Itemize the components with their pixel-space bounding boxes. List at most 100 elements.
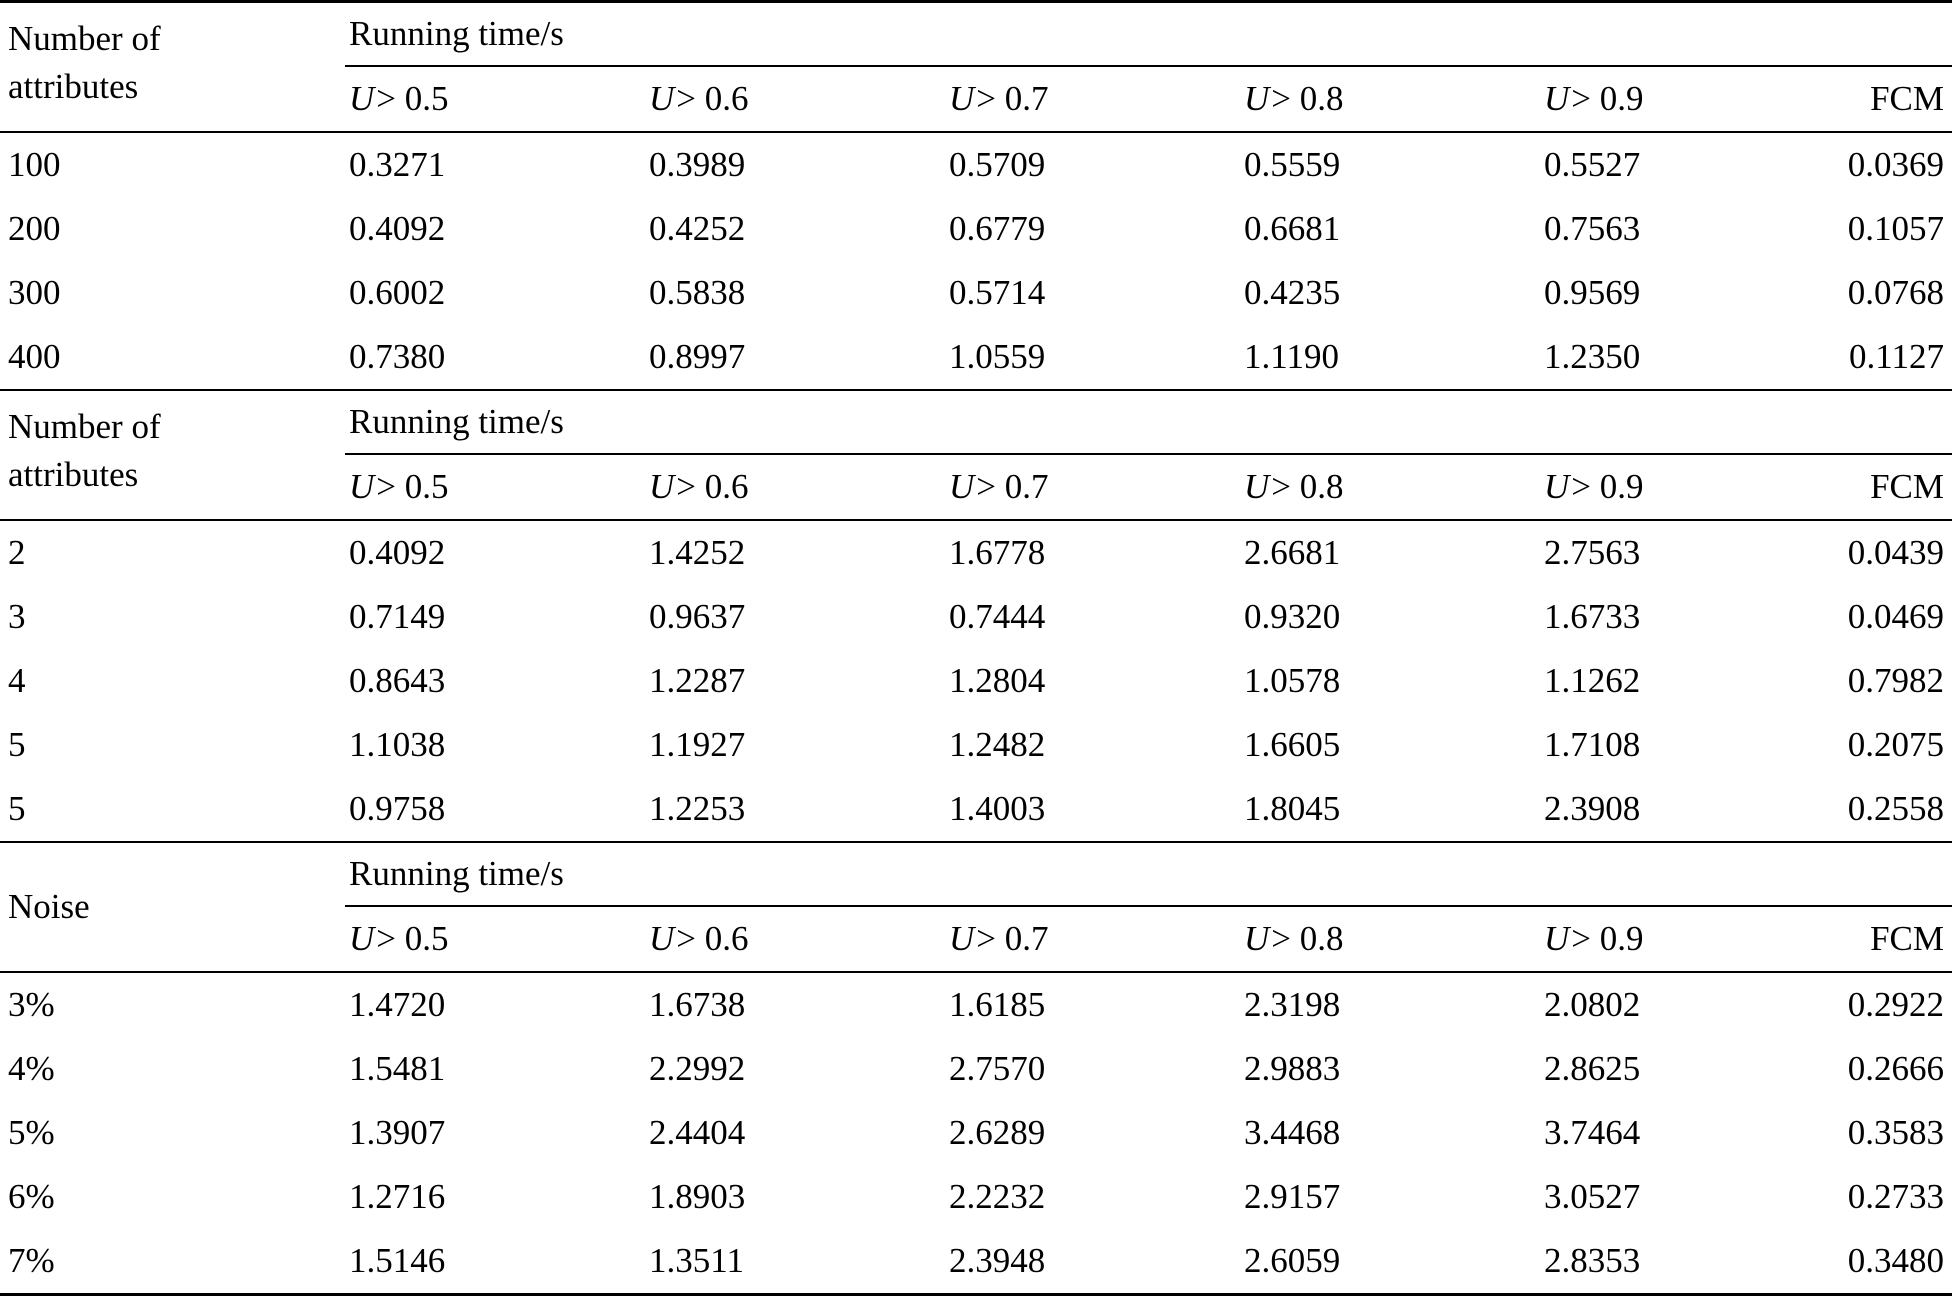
table-row: 200 0.4092 0.4252 0.6779 0.6681 0.7563 0.1057 <box>0 197 1952 261</box>
cell-value: 1.8045 <box>1244 789 1341 828</box>
row-group-header-line: Number of <box>8 19 161 58</box>
cell-value: 0.2666 <box>1847 1049 1944 1088</box>
cell-value: 0.0768 <box>1847 273 1944 312</box>
cell-value: 0.3989 <box>649 145 746 184</box>
cell-value: 1.0559 <box>949 337 1046 376</box>
cell-value: 0.4235 <box>1244 273 1341 312</box>
cell-value: 1.4252 <box>649 533 746 572</box>
column-header: U > 0.9 <box>1544 467 1644 506</box>
cell-value: 1.1927 <box>649 725 746 764</box>
cell-value: 0.0369 <box>1847 145 1944 184</box>
column-header: FCM <box>1870 919 1944 958</box>
row-label: 3 <box>8 597 26 636</box>
column-header: U > 0.8 <box>1244 79 1344 118</box>
italic-u: U <box>649 79 675 118</box>
cell-value: 0.5709 <box>949 145 1046 184</box>
span-header-group: Running time/s U > 0.5 U > 0.6 U > 0.7 U > … <box>345 843 1952 971</box>
row-label: 4 <box>8 661 26 700</box>
data-table-0: Number of attributes Running time/s U > 0… <box>0 3 1952 391</box>
row-label: 6% <box>8 1177 55 1216</box>
cell-value: 0.5527 <box>1544 145 1641 184</box>
table-row: 5 0.9758 1.2253 1.4003 1.8045 2.3908 0.2558 <box>0 777 1952 841</box>
cell-value: 2.6681 <box>1244 533 1341 572</box>
cell-value: 2.3198 <box>1244 985 1341 1024</box>
cell-value: 3.7464 <box>1544 1113 1641 1152</box>
table-row: 6% 1.2716 1.8903 2.2232 2.9157 3.0527 0.2733 <box>0 1165 1952 1229</box>
italic-u: U <box>649 919 675 958</box>
cell-value: 1.2350 <box>1544 337 1641 376</box>
cell-value: 2.8625 <box>1544 1049 1641 1088</box>
cell-value: 0.2558 <box>1847 789 1944 828</box>
italic-u: U <box>349 467 375 506</box>
cell-value: 0.3583 <box>1847 1113 1944 1152</box>
column-header: U > 0.5 <box>349 79 449 118</box>
cell-value: 1.1190 <box>1244 337 1339 376</box>
row-label: 3% <box>8 985 55 1024</box>
column-headers: U > 0.5 U > 0.6 U > 0.7 U > 0.8 U > 0.9 FCM <box>345 67 1952 131</box>
span-header-group: Running time/s U > 0.5 U > 0.6 U > 0.7 U > … <box>345 391 1952 519</box>
row-label: 400 <box>8 337 61 376</box>
table-header: Number of attributes Running time/s U > 0… <box>0 391 1952 521</box>
cell-value: 0.9320 <box>1244 597 1341 636</box>
cell-value: 0.2922 <box>1847 985 1944 1024</box>
cell-value: 0.7982 <box>1847 661 1944 700</box>
row-group-header: Number of attributes <box>0 3 345 131</box>
column-header: U > 0.7 <box>949 79 1049 118</box>
cell-value: 2.9157 <box>1244 1177 1341 1216</box>
cell-value: 0.8997 <box>649 337 746 376</box>
italic-u: U <box>649 467 675 506</box>
cell-value: 2.8353 <box>1544 1241 1641 1280</box>
cell-value: 1.6738 <box>649 985 746 1024</box>
italic-u: U <box>1244 467 1270 506</box>
cell-value: 0.3480 <box>1847 1241 1944 1280</box>
cell-value: 0.6779 <box>949 209 1046 248</box>
column-header: U > 0.6 <box>649 79 749 118</box>
cell-value: 0.3271 <box>349 145 446 184</box>
table-row: 400 0.7380 0.8997 1.0559 1.1190 1.2350 0.1127 <box>0 325 1952 389</box>
cell-value: 2.4404 <box>649 1113 746 1152</box>
cell-value: 2.2232 <box>949 1177 1046 1216</box>
cell-value: 2.0802 <box>1544 985 1641 1024</box>
italic-u: U <box>949 79 975 118</box>
row-label: 5% <box>8 1113 55 1152</box>
table-rows: 3% 1.4720 1.6738 1.6185 2.3198 2.0802 0.2922 4%… <box>0 973 1952 1293</box>
cell-value: 2.3948 <box>949 1241 1046 1280</box>
cell-value: 1.3511 <box>649 1241 744 1280</box>
table-header: Noise Running time/s U > 0.5 U > 0.6 U > 0… <box>0 843 1952 973</box>
cell-value: 2.6289 <box>949 1113 1046 1152</box>
table-rows: 2 0.4092 1.4252 1.6778 2.6681 2.7563 0.0439 3 0.… <box>0 521 1952 841</box>
column-header: U > 0.5 <box>349 919 449 958</box>
table-row: 4 0.8643 1.2287 1.2804 1.0578 1.1262 0.7982 <box>0 649 1952 713</box>
cell-value: 1.6778 <box>949 533 1046 572</box>
span-header: Running time/s <box>345 3 1952 67</box>
cell-value: 0.5559 <box>1244 145 1341 184</box>
cell-value: 2.2992 <box>649 1049 746 1088</box>
cell-value: 3.0527 <box>1544 1177 1641 1216</box>
row-group-header-line: attributes <box>8 67 139 106</box>
row-group-header-line: attributes <box>8 455 139 494</box>
cell-value: 1.5146 <box>349 1241 446 1280</box>
cell-value: 0.4092 <box>349 533 446 572</box>
row-label: 2 <box>8 533 26 572</box>
span-header-group: Running time/s U > 0.5 U > 0.6 U > 0.7 U > … <box>345 3 1952 131</box>
column-header: U > 0.7 <box>949 467 1049 506</box>
italic-u: U <box>949 467 975 506</box>
italic-u: U <box>349 79 375 118</box>
italic-u: U <box>1544 467 1570 506</box>
column-header: U > 0.6 <box>649 467 749 506</box>
cell-value: 1.2482 <box>949 725 1046 764</box>
column-header: U > 0.8 <box>1244 919 1344 958</box>
cell-value: 1.6185 <box>949 985 1046 1024</box>
cell-value: 1.2253 <box>649 789 746 828</box>
column-header: U > 0.8 <box>1244 467 1344 506</box>
table-row: 4% 1.5481 2.2992 2.7570 2.9883 2.8625 0.2666 <box>0 1037 1952 1101</box>
cell-value: 0.7380 <box>349 337 446 376</box>
cell-value: 0.7444 <box>949 597 1046 636</box>
cell-value: 1.5481 <box>349 1049 446 1088</box>
cell-value: 0.4252 <box>649 209 746 248</box>
table-row: 100 0.3271 0.3989 0.5709 0.5559 0.5527 0.0369 <box>0 133 1952 197</box>
cell-value: 0.0439 <box>1847 533 1944 572</box>
table-row: 7% 1.5146 1.3511 2.3948 2.6059 2.8353 0.3480 <box>0 1229 1952 1293</box>
data-table-1: Number of attributes Running time/s U > 0… <box>0 391 1952 843</box>
italic-u: U <box>1244 919 1270 958</box>
